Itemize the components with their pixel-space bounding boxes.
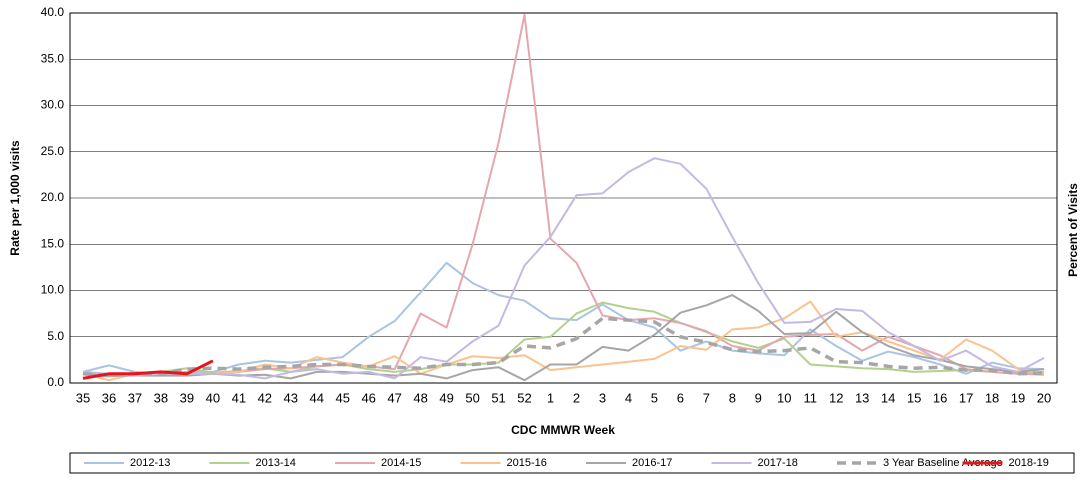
x-tick-label: 47	[387, 390, 401, 405]
series-line	[82, 300, 1045, 382]
legend-label: 2012-13	[130, 457, 170, 469]
x-tick-label: 1	[547, 390, 554, 405]
x-tick-label: 48	[413, 390, 427, 405]
x-tick-label: 52	[517, 390, 531, 405]
x-tick-label: 50	[465, 390, 479, 405]
legend-label: 3 Year Baseline Average	[883, 457, 1003, 469]
x-tick-label: 11	[804, 390, 818, 405]
x-tick-label: 6	[677, 390, 684, 405]
x-tick-label: 18	[985, 390, 999, 405]
x-tick-label: 19	[1011, 390, 1025, 405]
x-tick-label: 20	[1037, 390, 1051, 405]
legend-box	[69, 452, 1075, 474]
series-line	[82, 261, 1045, 375]
x-tick-label: 2	[573, 390, 580, 405]
x-tick-label: 49	[439, 390, 453, 405]
x-tick-label: 14	[881, 390, 895, 405]
legend-label: 2015-16	[507, 457, 547, 469]
x-tick-label: 10	[777, 390, 791, 405]
y-tick-label: 20.0	[41, 190, 65, 204]
y-tick-label: 15.0	[41, 236, 65, 250]
x-tick-label: 39	[180, 390, 194, 405]
y-tick-label: 35.0	[41, 51, 65, 65]
x-tick-label: 37	[128, 390, 142, 405]
x-tick-label: 5	[651, 390, 658, 405]
y2-axis-label: Percent of Visits	[1066, 183, 1080, 277]
x-tick-label: 41	[232, 390, 246, 405]
x-tick-label: 3	[599, 390, 606, 405]
x-tick-label: 45	[335, 390, 349, 405]
x-tick-label: 7	[703, 390, 710, 405]
series-line	[82, 157, 1045, 380]
x-tick-label: 38	[154, 390, 168, 405]
legend-label: 2018-19	[1009, 457, 1049, 469]
x-tick-label: 17	[959, 390, 973, 405]
y-tick-label: 5.0	[47, 329, 64, 343]
x-tick-label: 42	[258, 390, 272, 405]
series-line	[82, 359, 214, 380]
x-tick-label: 44	[310, 390, 324, 405]
x-axis-label: CDC MMWR Week	[511, 423, 615, 437]
y-tick-label: 0.0	[47, 375, 64, 389]
y-tick-label: 30.0	[41, 98, 65, 112]
legend-label: 2017-18	[758, 457, 798, 469]
x-tick-label: 8	[729, 390, 736, 405]
x-tick-label: 9	[755, 390, 762, 405]
x-tick-label: 13	[855, 390, 869, 405]
x-tick-label: 16	[933, 390, 947, 405]
x-tick-label: 36	[102, 390, 116, 405]
legend-label: 2014-15	[381, 457, 421, 469]
x-tick-label: 40	[206, 390, 220, 405]
legend-label: 2016-17	[632, 457, 672, 469]
y-tick-label: 10.0	[41, 283, 65, 297]
series-line	[82, 316, 1045, 378]
y-tick-label: 40.0	[41, 5, 65, 19]
x-tick-label: 43	[284, 390, 298, 405]
x-tick-label: 15	[907, 390, 921, 405]
x-tick-label: 46	[361, 390, 375, 405]
y-axis-label: Rate per 1,000 visits	[8, 140, 22, 256]
legend-label: 2013-14	[256, 457, 296, 469]
series-line	[82, 13, 1045, 377]
x-tick-label: 4	[625, 390, 632, 405]
y-tick-label: 25.0	[41, 144, 65, 158]
x-tick-label: 12	[829, 390, 843, 405]
x-tick-label: 51	[491, 390, 505, 405]
x-tick-label: 35	[76, 390, 90, 405]
